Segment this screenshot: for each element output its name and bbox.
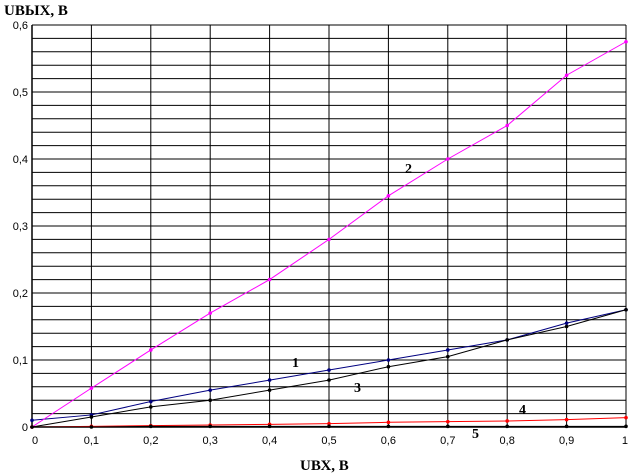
data-point-series-2 — [386, 194, 391, 198]
data-point-series-3 — [446, 354, 450, 359]
data-point-series-2 — [327, 237, 331, 242]
series-label-3: 3 — [354, 381, 361, 396]
data-point-series-1 — [208, 388, 212, 392]
data-point-series-1 — [564, 321, 569, 325]
data-point-series-4 — [327, 421, 331, 426]
data-point-series-3 — [89, 415, 94, 419]
data-point-series-5 — [208, 424, 212, 429]
data-point-series-5 — [267, 424, 272, 429]
data-point-series-2 — [624, 39, 628, 44]
x-tick-label: 0,3 — [203, 435, 218, 447]
data-point-series-3 — [564, 324, 569, 329]
data-point-series-3 — [505, 338, 510, 342]
data-point-series-5 — [564, 424, 569, 429]
x-tick-label: 0,7 — [440, 435, 455, 447]
y-tick-label: 0 — [22, 422, 28, 434]
series-label-1: 1 — [292, 356, 299, 371]
series-label-2: 2 — [405, 162, 412, 177]
x-tick-label: 0,8 — [500, 435, 515, 447]
data-point-series-1 — [30, 418, 34, 423]
y-tick-label: 0,2 — [13, 288, 28, 300]
data-point-series-4 — [505, 419, 510, 423]
data-point-series-3 — [624, 307, 628, 312]
data-point-series-5 — [624, 424, 628, 429]
data-point-series-4 — [564, 417, 569, 422]
data-point-series-1 — [267, 378, 272, 382]
x-tick-label: 1 — [622, 435, 628, 447]
y-tick-label: 0,4 — [13, 154, 28, 166]
y-tick-label: 0,6 — [13, 20, 28, 32]
data-point-series-4 — [386, 420, 391, 425]
data-point-series-5 — [149, 424, 153, 429]
data-point-series-5 — [89, 425, 94, 429]
x-tick-label: 0 — [32, 435, 38, 447]
series-label-4: 4 — [519, 403, 526, 418]
y-tick-label: 0,5 — [13, 87, 28, 99]
data-point-series-5 — [446, 424, 450, 429]
data-point-series-2 — [149, 348, 153, 352]
data-point-series-5 — [386, 424, 391, 429]
data-point-series-1 — [386, 358, 391, 362]
series-lines — [30, 39, 628, 429]
data-point-series-3 — [267, 388, 272, 392]
data-point-series-4 — [624, 415, 628, 420]
data-point-series-4 — [446, 419, 450, 424]
data-point-series-3 — [149, 405, 153, 409]
data-point-series-2 — [267, 277, 272, 282]
data-point-series-1 — [446, 348, 450, 352]
x-tick-label: 0,2 — [143, 435, 158, 447]
y-tick-label: 0,3 — [13, 221, 28, 233]
data-point-series-5 — [505, 424, 510, 429]
y-tick-label: 0,1 — [13, 355, 28, 367]
data-point-series-2 — [505, 123, 510, 128]
y-axis-title: UВЫХ, В — [4, 3, 68, 19]
data-point-series-1 — [327, 368, 331, 372]
x-tick-label: 0,1 — [84, 435, 99, 447]
data-point-series-2 — [208, 311, 212, 315]
data-point-series-2 — [89, 386, 94, 390]
x-tick-label: 0,5 — [321, 435, 336, 447]
x-tick-label: 0,9 — [559, 435, 574, 447]
data-point-series-3 — [208, 398, 212, 403]
x-tick-label: 0,4 — [262, 435, 277, 447]
grid — [31, 24, 627, 428]
x-axis-title: UВХ, В — [300, 458, 349, 474]
data-point-series-1 — [149, 399, 153, 404]
data-point-series-2 — [564, 73, 569, 78]
data-point-series-5 — [327, 424, 331, 429]
data-point-series-5 — [30, 425, 34, 429]
data-point-series-3 — [386, 364, 391, 369]
data-point-series-2 — [446, 157, 450, 161]
series-label-5: 5 — [472, 427, 479, 442]
data-point-series-3 — [327, 378, 331, 382]
series-labels: 1 2 3 4 5 — [292, 162, 526, 442]
tick-labels: 0 0,1 0,2 0,3 0,4 0,5 0,6 0 0,1 0,2 0,3 0,4 0,5 0,6 0,… — [13, 20, 628, 447]
x-tick-label: 0,6 — [381, 435, 396, 447]
